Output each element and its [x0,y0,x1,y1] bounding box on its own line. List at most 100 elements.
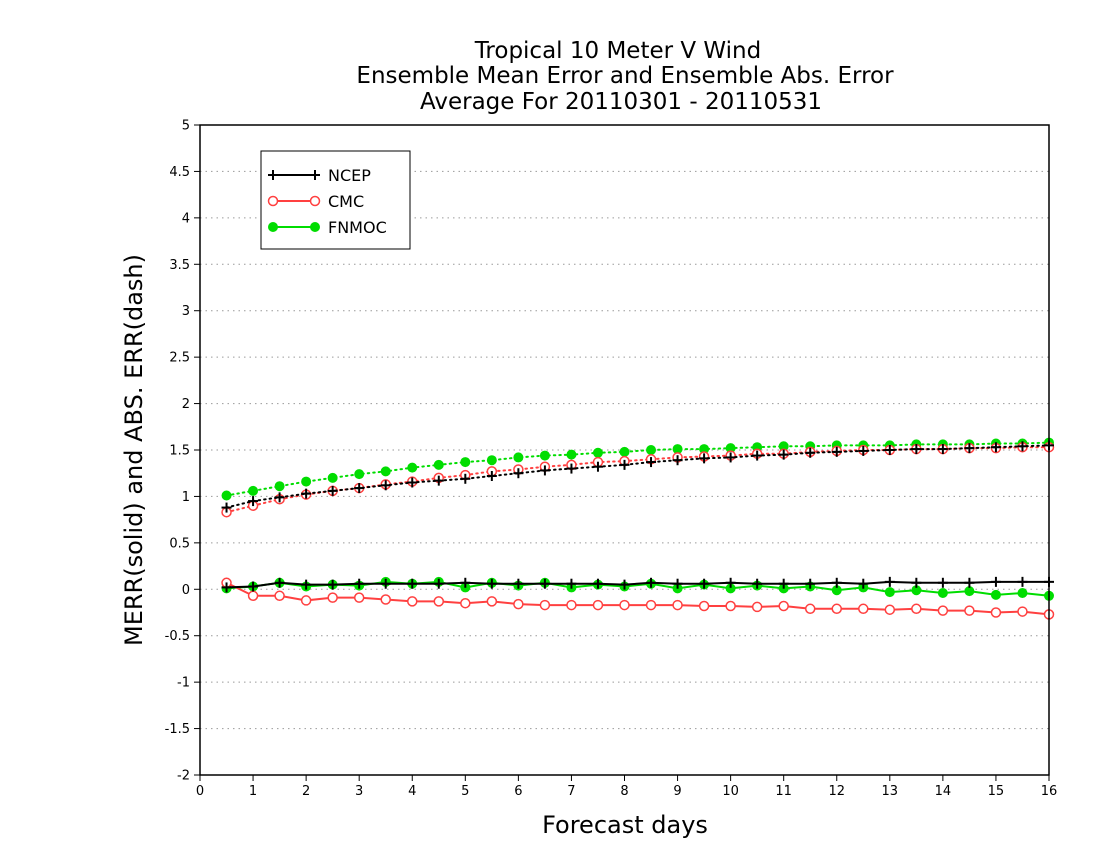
y-tick-label: -0.5 [165,629,190,644]
point-merr-cmc [964,605,975,616]
point-abs-err-fnmoc [619,446,630,457]
point-merr-ncep [1017,576,1028,587]
point-abs-err-fnmoc [486,455,497,466]
point-merr-cmc [247,590,259,602]
y-tick-label: 1.5 [169,444,190,459]
point-abs-err-ncep [301,488,312,499]
point-abs-err-fnmoc [646,445,657,455]
x-tick-label: 4 [408,784,416,799]
point-abs-err-fnmoc [460,457,471,468]
point-merr-ncep [778,578,789,589]
point-abs-err-fnmoc [407,462,418,473]
point-abs-err-fnmoc [327,472,338,483]
point-merr-cmc [937,605,949,616]
point-abs-err-ncep [566,463,577,474]
point-merr-cmc [645,599,657,611]
point-merr-ncep [911,577,922,588]
point-merr-cmc [513,598,524,610]
point-merr-cmc [619,599,630,611]
y-tick-label: 2.5 [169,351,190,366]
point-merr-ncep [964,577,975,588]
x-tick-label: 6 [514,784,522,799]
point-abs-err-ncep [460,473,471,484]
y-tick-label: 0 [182,583,190,598]
point-abs-err-ncep [327,485,338,496]
x-tick-label: 0 [196,784,204,799]
point-abs-err-ncep [1017,441,1028,452]
point-merr-cmc [274,590,285,602]
point-abs-err-ncep [911,444,922,455]
point-abs-err-ncep [778,449,789,460]
y-tick-label: 4 [182,211,190,226]
point-merr-cmc [539,599,551,611]
point-merr-ncep [301,579,312,590]
x-tick-label: 9 [673,784,681,799]
point-abs-err-fnmoc [301,476,312,487]
point-merr-ncep [752,578,763,589]
y-tick-label: 3.5 [169,258,190,273]
point-abs-err-fnmoc [380,466,391,477]
point-merr-cmc [831,603,842,615]
x-tick-label: 13 [882,784,899,799]
y-tick-label: -1 [177,676,190,691]
point-merr-ncep [831,577,842,588]
point-merr-fnmoc [1017,588,1028,598]
point-abs-err-ncep [221,502,232,513]
y-tick-label: 0.5 [169,536,190,551]
point-abs-err-ncep [274,492,285,503]
point-merr-ncep [248,581,259,592]
point-abs-err-ncep [831,446,842,457]
point-merr-cmc [884,604,896,615]
point-merr-cmc [698,600,710,612]
point-merr-cmc [353,592,365,603]
point-merr-cmc [486,596,498,607]
point-merr-ncep [646,577,657,588]
series-line-merr-ncep [226,580,1049,589]
y-tick-label: 1 [182,490,190,505]
series-line-abs-err-ncep [225,444,1050,509]
point-abs-err-ncep [433,475,444,486]
x-tick-label: 16 [1041,784,1058,799]
x-axis-label: Forecast days [542,811,708,839]
point-abs-err-ncep [752,450,763,461]
point-merr-cmc [566,599,577,611]
legend-label-ncep: NCEP [328,166,371,185]
point-merr-ncep [460,577,471,588]
x-tick-label: 14 [935,784,952,799]
point-abs-err-ncep [513,468,524,479]
point-merr-cmc [672,599,683,611]
point-abs-err-ncep [805,447,816,458]
point-merr-ncep [327,579,338,590]
point-abs-err-fnmoc [566,449,577,460]
series-line-merr-cmc [226,581,1050,616]
legend-marker-cmc [267,195,279,207]
y-tick-label: 3 [182,304,190,319]
point-merr-cmc [911,603,922,615]
point-merr-cmc [460,597,471,609]
point-merr-fnmoc [884,587,895,598]
legend-marker-fnmoc [268,222,278,232]
point-abs-err-ncep [407,477,418,488]
point-merr-cmc [592,599,604,611]
point-merr-ncep [619,579,630,590]
y-tick-label: 5 [182,119,190,134]
point-merr-cmc [327,592,338,603]
point-merr-ncep [486,578,497,589]
y-axis-label: MERR(solid) and ABS. ERR(dash) [120,254,148,646]
chart-title: Tropical 10 Meter V Wind Ensemble Mean E… [356,38,894,115]
point-merr-cmc [751,601,763,613]
x-tick-label: 11 [775,784,792,799]
x-tick-label: 8 [620,784,628,799]
y-tick-label: 2 [182,397,190,412]
x-tick-label: 10 [722,784,739,799]
point-merr-cmc [990,607,1002,618]
point-merr-cmc [380,594,391,605]
point-abs-err-ncep [592,461,603,472]
point-abs-err-fnmoc [433,459,444,470]
point-merr-ncep [699,578,710,589]
chart-title-line-1: Tropical 10 Meter V Wind [474,38,761,64]
point-merr-fnmoc [990,589,1001,600]
point-merr-ncep [274,577,285,588]
series-line-abs-err-cmc [225,446,1050,514]
x-tick-label: 15 [988,784,1005,799]
